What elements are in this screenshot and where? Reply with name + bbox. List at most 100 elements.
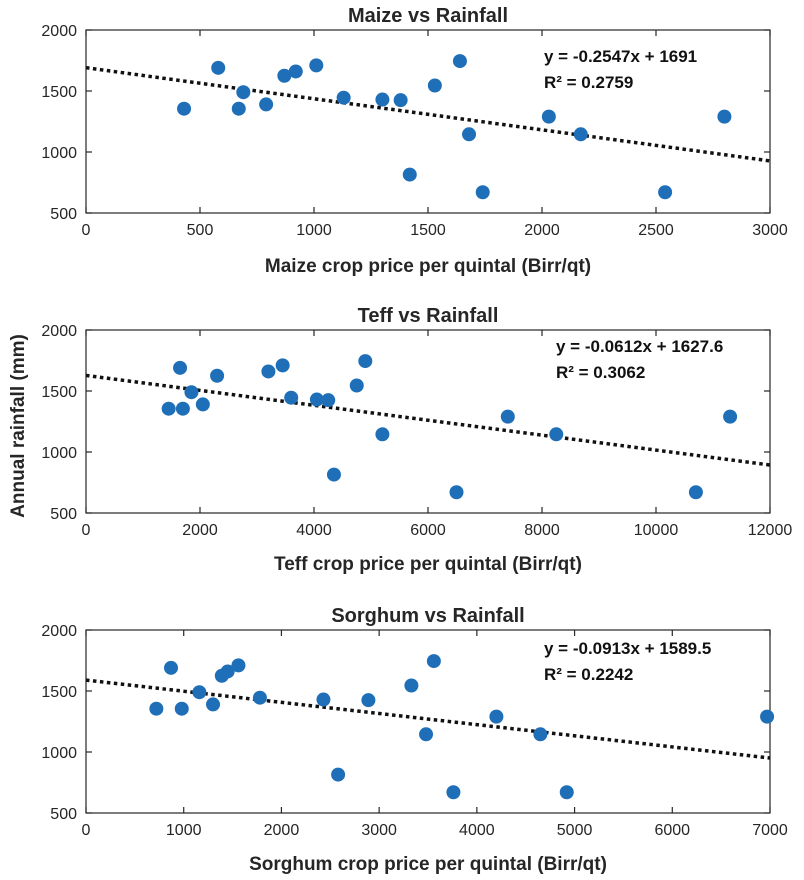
data-point xyxy=(717,109,732,124)
data-point xyxy=(419,727,434,742)
data-point xyxy=(173,360,188,375)
data-point xyxy=(284,390,299,405)
data-point xyxy=(573,127,588,142)
data-point xyxy=(500,409,515,424)
data-point xyxy=(206,697,221,712)
chart-title: Maize vs Rainfall xyxy=(348,5,508,27)
y-tick-label: 1500 xyxy=(41,384,77,401)
data-point xyxy=(275,358,290,373)
x-tick-label: 6000 xyxy=(654,822,690,839)
data-point xyxy=(549,427,564,442)
data-point xyxy=(236,85,251,100)
data-point xyxy=(316,692,331,707)
data-point xyxy=(723,409,738,424)
data-point xyxy=(192,685,207,700)
x-tick-label: 6000 xyxy=(410,522,446,539)
x-tick-label: 3000 xyxy=(752,222,788,239)
data-point xyxy=(375,92,390,107)
trend-equation: y = -0.2547x + 1691 xyxy=(544,47,697,66)
x-tick-label: 1000 xyxy=(296,222,332,239)
x-tick-label: 2000 xyxy=(524,222,560,239)
shared-y-axis-label: Annual rainfall (mm) xyxy=(8,334,29,518)
data-point xyxy=(361,693,376,708)
x-tick-label: 0 xyxy=(82,822,91,839)
data-point xyxy=(426,654,441,669)
data-point xyxy=(688,485,703,500)
data-point xyxy=(177,101,192,116)
x-tick-label: 5000 xyxy=(557,822,593,839)
data-point xyxy=(184,385,199,400)
data-point xyxy=(149,701,164,716)
trend-equation: y = -0.0612x + 1627.6 xyxy=(556,337,723,356)
r-squared-label: R² = 0.3062 xyxy=(556,363,645,382)
data-point xyxy=(533,727,548,742)
r-squared-label: R² = 0.2242 xyxy=(544,665,633,684)
x-tick-label: 3000 xyxy=(361,822,397,839)
data-point xyxy=(174,701,189,716)
x-tick-label: 8000 xyxy=(524,522,560,539)
data-point xyxy=(358,354,373,369)
data-point xyxy=(277,68,292,83)
data-point xyxy=(164,660,179,675)
x-tick-label: 4000 xyxy=(296,522,332,539)
trend-line xyxy=(85,678,771,760)
y-tick-label: 1000 xyxy=(41,745,77,762)
data-point xyxy=(161,401,176,416)
data-point xyxy=(175,401,190,416)
data-point xyxy=(393,93,408,108)
data-point xyxy=(336,90,351,105)
data-point xyxy=(475,185,490,200)
trend-line xyxy=(85,65,771,163)
y-tick-label: 500 xyxy=(50,806,77,823)
trend-line xyxy=(85,373,771,467)
chart-title: Sorghum vs Rainfall xyxy=(331,605,524,627)
data-point xyxy=(760,709,775,724)
x-tick-label: 10000 xyxy=(634,522,679,539)
x-tick-label: 0 xyxy=(82,522,91,539)
data-point xyxy=(449,485,464,500)
data-point xyxy=(326,467,341,482)
y-tick-label: 500 xyxy=(50,506,77,523)
data-point xyxy=(211,60,226,75)
data-point xyxy=(349,378,364,393)
x-axis-label: Teff crop price per quintal (Birr/qt) xyxy=(274,554,582,575)
x-tick-label: 2500 xyxy=(638,222,674,239)
data-point xyxy=(404,678,419,693)
data-point xyxy=(658,185,673,200)
x-axis-label: Maize crop price per quintal (Birr/qt) xyxy=(265,256,591,277)
data-point xyxy=(559,785,574,800)
y-tick-label: 1000 xyxy=(41,145,77,162)
data-point xyxy=(331,767,346,782)
data-point xyxy=(452,54,467,69)
data-point xyxy=(402,167,417,182)
x-tick-label: 500 xyxy=(187,222,214,239)
y-tick-label: 2000 xyxy=(41,623,77,640)
x-tick-label: 2000 xyxy=(264,822,300,839)
data-point xyxy=(259,97,274,112)
y-tick-label: 1000 xyxy=(41,445,77,462)
y-tick-label: 2000 xyxy=(41,323,77,340)
data-point xyxy=(309,58,324,73)
x-tick-label: 12000 xyxy=(748,522,793,539)
data-point xyxy=(309,392,324,407)
trend-equation: y = -0.0913x + 1589.5 xyxy=(544,639,711,658)
y-tick-label: 500 xyxy=(50,206,77,223)
data-point xyxy=(261,364,276,379)
y-tick-label: 1500 xyxy=(41,84,77,101)
data-point xyxy=(462,127,477,142)
data-point xyxy=(220,664,235,679)
x-tick-label: 4000 xyxy=(459,822,495,839)
data-point xyxy=(541,109,556,124)
data-point xyxy=(489,709,504,724)
data-point xyxy=(231,658,246,673)
data-point xyxy=(252,690,267,705)
data-point xyxy=(427,78,442,93)
x-tick-label: 0 xyxy=(82,222,91,239)
data-point xyxy=(231,101,246,116)
data-point xyxy=(375,427,390,442)
x-tick-label: 1500 xyxy=(410,222,446,239)
data-point xyxy=(195,397,210,412)
x-tick-label: 7000 xyxy=(752,822,788,839)
r-squared-label: R² = 0.2759 xyxy=(544,73,633,92)
